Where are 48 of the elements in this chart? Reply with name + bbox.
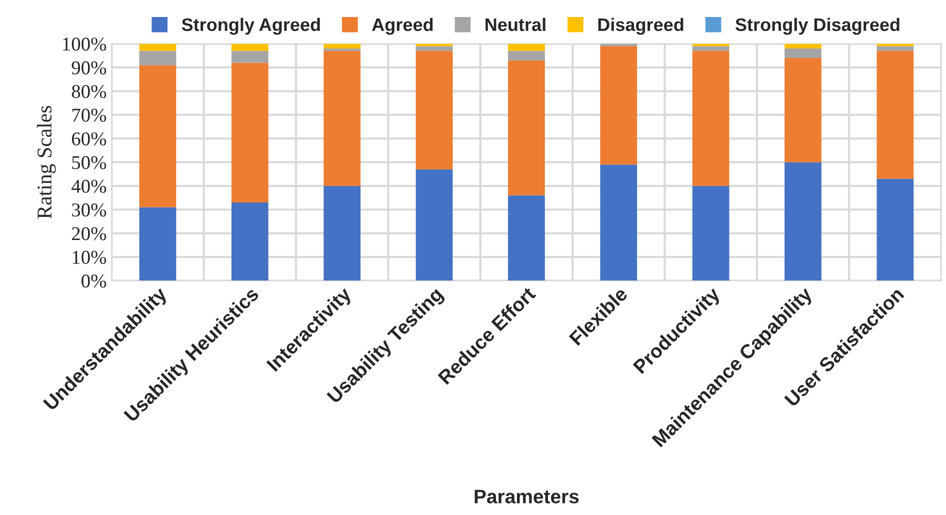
- bar: [784, 58, 822, 162]
- legend-label: Strongly Disagreed: [735, 18, 900, 35]
- bar: [784, 162, 822, 281]
- y-tick-label: 10%: [72, 250, 106, 264]
- y-tick-label: 40%: [72, 180, 106, 193]
- y-tick-label: 100%: [63, 38, 106, 51]
- bar: [692, 46, 730, 51]
- x-axis-title: Parameters: [474, 490, 579, 504]
- legend-label: Disagreed: [598, 18, 684, 35]
- bar: [784, 44, 822, 49]
- bar: [231, 50, 268, 63]
- bar: [508, 50, 545, 60]
- y-tick-label: 80%: [72, 84, 106, 98]
- y-tick-label: 50%: [72, 156, 106, 170]
- y-tick-label: 30%: [72, 203, 106, 217]
- bar: [416, 50, 453, 170]
- bar: [416, 169, 453, 281]
- bar: [876, 50, 914, 179]
- legend-label: Agreed: [372, 18, 433, 35]
- bar: [324, 50, 361, 186]
- bar: [231, 44, 268, 51]
- bar: [139, 65, 176, 208]
- y-tick-label: 0%: [82, 274, 106, 288]
- y-tick-label: 70%: [72, 108, 106, 122]
- bar: [600, 164, 638, 281]
- bar: [231, 202, 268, 281]
- bar: [876, 46, 914, 51]
- y-tick-label: 20%: [72, 227, 106, 240]
- bar: [692, 186, 730, 281]
- bar: [692, 50, 730, 186]
- bar: [508, 60, 545, 196]
- legend-label: Neutral: [486, 18, 546, 32]
- bar: [139, 50, 176, 66]
- bar: [784, 48, 822, 58]
- legend-label: Strongly Agreed: [182, 18, 320, 35]
- y-tick-label: 90%: [72, 61, 106, 74]
- bar: [139, 44, 176, 51]
- bar: [139, 207, 176, 281]
- bar: [324, 44, 361, 49]
- y-tick-label: 60%: [72, 132, 106, 146]
- bar: [508, 195, 545, 281]
- bar: [416, 46, 453, 51]
- bar: [508, 44, 545, 51]
- bar: [324, 186, 361, 281]
- bar: [876, 178, 914, 281]
- y-axis-title: Rating Scales: [36, 106, 56, 219]
- bar: [600, 46, 638, 165]
- bar: [231, 62, 268, 202]
